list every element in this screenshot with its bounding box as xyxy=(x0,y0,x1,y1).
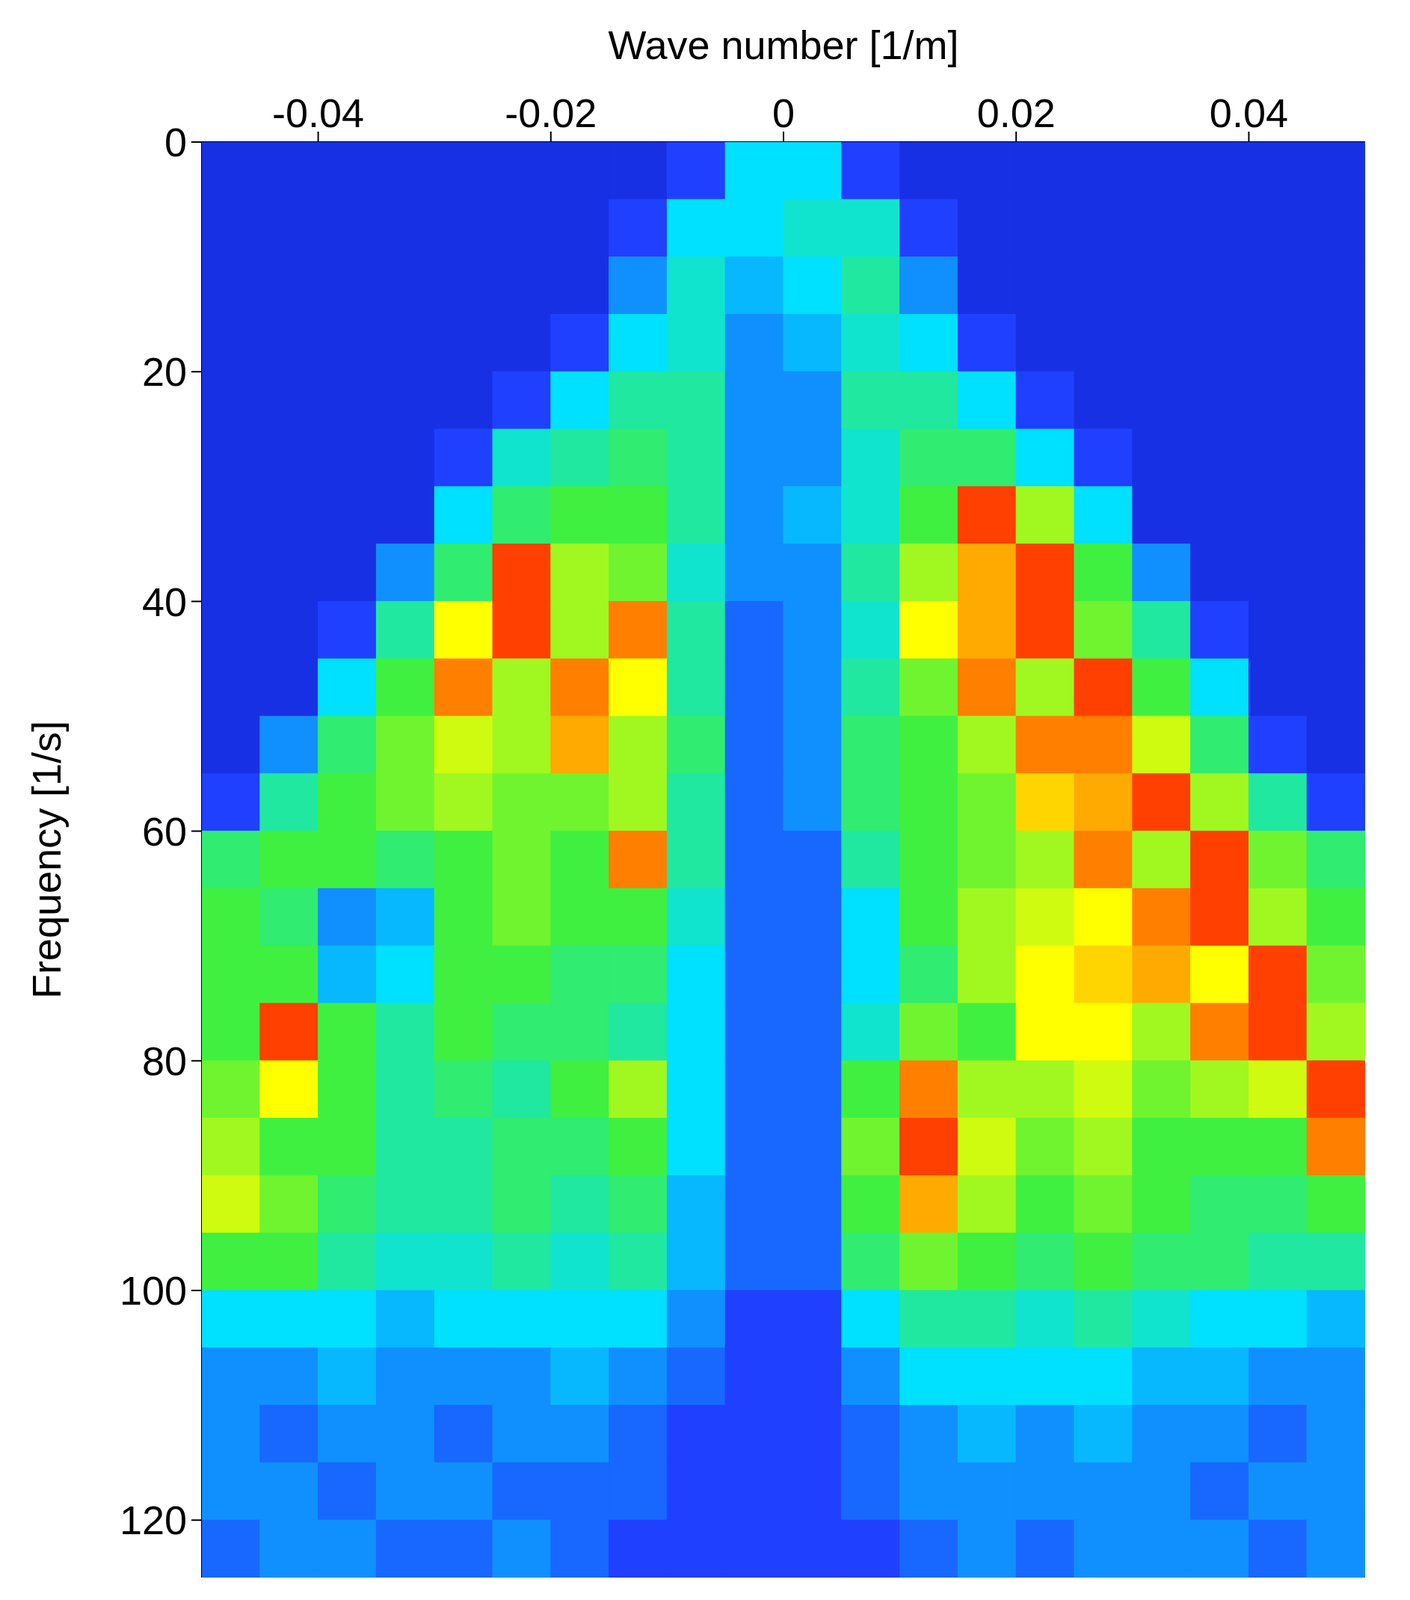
svg-text:-0.02: -0.02 xyxy=(504,90,597,136)
svg-text:0.04: 0.04 xyxy=(1209,90,1289,136)
svg-text:120: 120 xyxy=(119,1497,187,1543)
svg-text:80: 80 xyxy=(142,1038,187,1084)
html-text:Wave number [1/m]: Wave number [1/m] xyxy=(608,22,959,68)
svg-text:40: 40 xyxy=(142,579,187,625)
svg-text:0.02: 0.02 xyxy=(977,90,1056,136)
svg-text:-0.04: -0.04 xyxy=(272,90,365,136)
svg-text:100: 100 xyxy=(119,1267,187,1313)
svg-text:20: 20 xyxy=(142,349,187,394)
svg-text:0: 0 xyxy=(164,119,187,165)
svg-text:60: 60 xyxy=(142,808,187,854)
svg-text:0: 0 xyxy=(772,90,795,136)
html-text:Frequency [1/s]: Frequency [1/s] xyxy=(23,720,69,999)
